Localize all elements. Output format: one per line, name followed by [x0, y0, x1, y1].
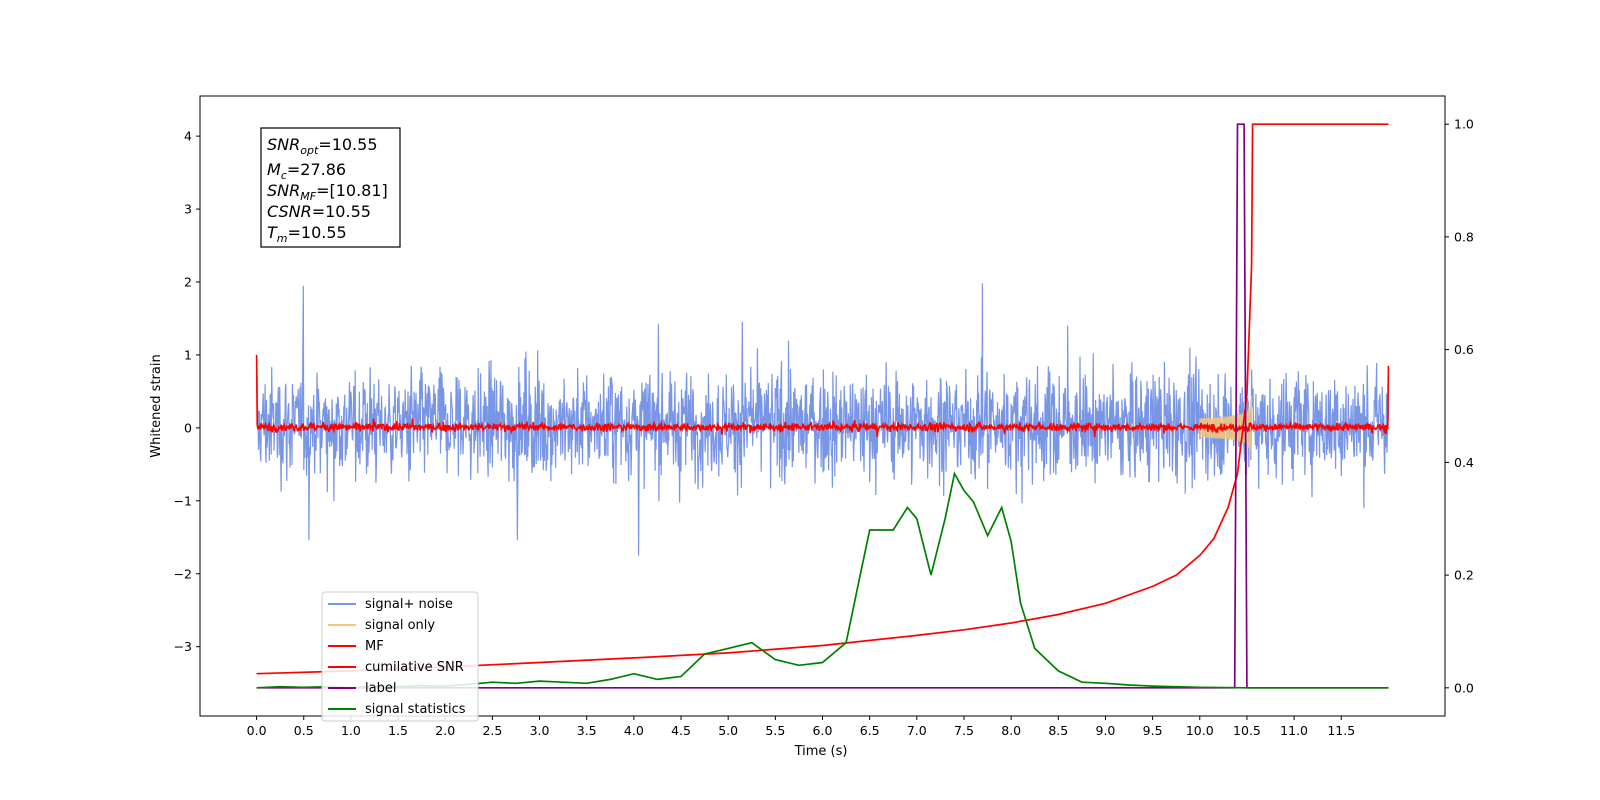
y-right-tick-label: 0.6: [1454, 342, 1474, 357]
legend-frame: [321, 591, 479, 722]
series-mf: [255, 354, 1390, 438]
y-left-tick-label: 2: [184, 275, 192, 290]
legend-label-mf: MF: [365, 639, 384, 654]
annotation-tm: Tm=10.55: [267, 223, 347, 245]
x-tick-label: 7.0: [907, 723, 927, 738]
x-tick-label: 3.5: [577, 723, 597, 738]
annotation-snr-mf: SNRMF=[10.81]: [267, 181, 388, 203]
x-tick-label: 9.0: [1096, 723, 1116, 738]
y-right-tick-label: 1.0: [1454, 117, 1474, 132]
x-tick-label: 2.5: [482, 723, 502, 738]
legend-label-label: label: [365, 681, 396, 696]
legend: signal+ noise signal only MF cumilative …: [321, 591, 479, 722]
x-tick-label: 5.0: [718, 723, 738, 738]
x-tick-label: 10.5: [1233, 723, 1261, 738]
y-left-tick-label: 3: [184, 202, 192, 217]
left-y-axis-ticks: −3 −2 −1 0 1 2 3 4: [174, 129, 200, 654]
annotation-mc: Mc=27.86: [267, 160, 346, 182]
x-tick-label: 5.5: [765, 723, 785, 738]
y-left-tick-label: 4: [184, 129, 192, 144]
x-tick-label: 1.0: [341, 723, 361, 738]
y-axis-label: Whitened strain: [149, 354, 164, 457]
annotation-snr-opt: SNRopt=10.55: [267, 135, 378, 157]
x-tick-label: 6.5: [860, 723, 880, 738]
x-tick-label: 3.0: [530, 723, 550, 738]
legend-label-signal-only: signal only: [365, 618, 435, 633]
x-tick-label: 11.0: [1280, 723, 1308, 738]
x-tick-label: 8.5: [1048, 723, 1068, 738]
y-left-tick-label: 1: [184, 347, 192, 362]
legend-label-signal-noise: signal+ noise: [365, 597, 453, 612]
x-tick-label: 11.5: [1327, 723, 1355, 738]
annotation-frame: [260, 127, 401, 248]
x-axis-ticks: 0.0 0.5 1.0 1.5 2.0 2.5 3.0 3.5 4.0 4.5 5.0 5.5 6.0 6…: [247, 716, 1355, 738]
legend-label-signal-statistics: signal statistics: [365, 702, 466, 717]
x-tick-label: 6.0: [813, 723, 833, 738]
y-left-tick-label: −1: [174, 493, 192, 508]
y-left-tick-label: −3: [174, 639, 192, 654]
y-right-tick-label: 0.0: [1454, 680, 1474, 695]
y-right-tick-label: 0.2: [1454, 568, 1474, 583]
right-y-axis-ticks: 0.0 0.2 0.4 0.6 0.8 1.0: [1445, 117, 1474, 695]
x-tick-label: 9.5: [1143, 723, 1163, 738]
annotation-box: SNRopt=10.55 Mc=27.86 SNRMF=[10.81] CSNR…: [260, 127, 401, 248]
x-tick-label: 10.0: [1186, 723, 1214, 738]
y-right-tick-label: 0.8: [1454, 229, 1474, 244]
x-tick-label: 8.0: [1001, 723, 1021, 738]
legend-label-cumulative-snr: cumilative SNR: [365, 660, 464, 675]
x-tick-label: 1.5: [388, 723, 408, 738]
y-left-tick-label: 0: [184, 420, 192, 435]
series-signal-noise: [256, 283, 1389, 556]
x-tick-label: 2.0: [435, 723, 455, 738]
series-cumilative-snr: [256, 123, 1389, 675]
x-tick-label: 0.0: [247, 723, 267, 738]
x-tick-label: 4.0: [624, 723, 644, 738]
x-tick-label: 0.5: [294, 723, 314, 738]
y-right-tick-label: 0.4: [1454, 455, 1474, 470]
x-tick-label: 7.5: [954, 723, 974, 738]
x-axis-label: Time (s): [794, 744, 848, 759]
y-left-tick-label: −2: [174, 566, 192, 581]
x-tick-label: 4.5: [671, 723, 691, 738]
annotation-csnr: CSNR=10.55: [267, 202, 371, 221]
